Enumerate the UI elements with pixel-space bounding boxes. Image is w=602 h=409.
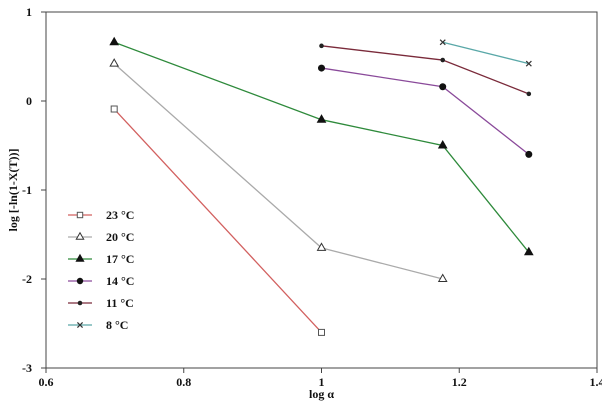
x-tick-label: 1.2 [452,375,467,389]
series-line [113,41,530,253]
data-point [77,300,83,306]
data-point [109,36,120,46]
data-point [318,64,325,72]
legend-item: 8 °C [68,318,128,332]
series-2 [109,36,534,256]
legend-item: 14 °C [68,274,134,288]
legend-label: 11 °C [106,296,134,310]
data-point [437,139,448,149]
legend-label: 14 °C [106,274,134,288]
series-line [442,41,529,65]
y-tick-label: 1 [26,5,32,19]
data-point [76,211,84,219]
x-tick-label: 1 [319,375,325,389]
legend-item: 23 °C [68,208,134,222]
axes: 0.6 0.8 1 1.2 1.4 1 0 -1 -2 -3 [22,5,602,389]
data-point [525,60,532,67]
legend: 23 °C 20 °C 17 °C 14 °C 11 °C 8 °C [68,208,134,332]
data-point [109,58,120,67]
legend-label: 20 °C [106,230,134,244]
data-point [110,105,118,113]
y-tick-label: -3 [22,361,32,375]
y-axis-label: log [-ln(1-X(T))] [6,149,20,232]
data-point [75,231,85,240]
legend-label: 23 °C [106,208,134,222]
data-point [440,57,446,63]
data-point [526,91,532,97]
legend-label: 8 °C [106,318,128,332]
x-tick-label: 0.6 [39,375,54,389]
legend-item: 11 °C [68,296,134,310]
x-axis-label: log α [309,387,334,401]
legend-item: 17 °C [68,252,134,266]
data-point [76,277,84,285]
cross-stroke [439,39,446,46]
data-point [523,246,534,256]
data-point [318,328,325,336]
data-point [76,321,84,329]
cross-stroke [76,321,84,329]
data-point [525,150,533,158]
y-tick-label: -2 [22,272,32,286]
series-1 [109,58,448,282]
data-point [437,273,448,282]
series-layer [109,36,534,336]
data-point [319,43,324,49]
series-4 [319,43,532,97]
legend-item: 20 °C [68,230,134,244]
data-point [439,39,446,46]
x-tick-label: 1.4 [590,375,602,389]
data-point [439,83,447,91]
cross-stroke [525,60,532,67]
series-line [113,108,322,333]
series-0 [110,105,325,336]
x-tick-label: 0.8 [176,375,191,389]
y-tick-label: -1 [22,183,32,197]
series-3 [318,64,533,158]
data-point [75,253,85,262]
y-tick-label: 0 [26,94,32,108]
legend-label: 17 °C [106,252,134,266]
series-5 [439,39,532,67]
data-point [316,242,327,251]
data-point [316,114,327,123]
